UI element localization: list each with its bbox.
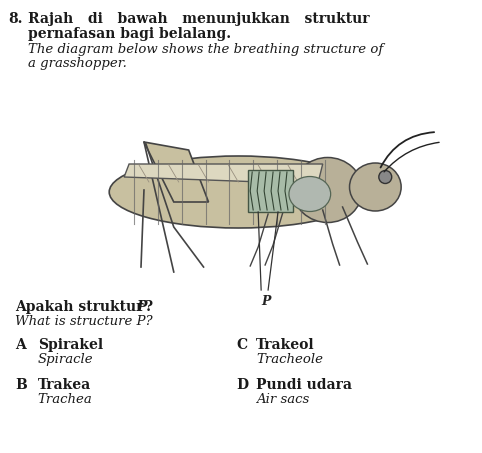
Text: The diagram below shows the breathing structure of: The diagram below shows the breathing st… (28, 43, 383, 56)
Text: Rajah   di   bawah   menunjukkan   struktur: Rajah di bawah menunjukkan struktur (28, 12, 369, 26)
Text: pernafasan bagi belalang.: pernafasan bagi belalang. (28, 27, 231, 41)
Text: What is structure P?: What is structure P? (15, 315, 152, 328)
Ellipse shape (349, 163, 401, 211)
Text: ?: ? (144, 300, 152, 314)
Text: P: P (261, 295, 271, 308)
Text: a grasshopper.: a grasshopper. (28, 57, 127, 70)
Polygon shape (144, 142, 209, 202)
Ellipse shape (289, 177, 331, 212)
Text: 8.: 8. (8, 12, 23, 26)
Text: Apakah struktur: Apakah struktur (15, 300, 148, 314)
Text: C: C (236, 338, 247, 352)
Ellipse shape (109, 156, 367, 228)
Ellipse shape (293, 158, 362, 222)
Text: P: P (136, 300, 147, 314)
Text: Trakeol: Trakeol (256, 338, 315, 352)
Text: Trachea: Trachea (38, 393, 93, 406)
Text: B: B (15, 378, 27, 392)
Polygon shape (124, 164, 323, 184)
Text: Air sacs: Air sacs (256, 393, 309, 406)
FancyBboxPatch shape (248, 170, 293, 212)
Text: Trakea: Trakea (38, 378, 91, 392)
Text: A: A (15, 338, 26, 352)
Text: Spirakel: Spirakel (38, 338, 103, 352)
Text: Pundi udara: Pundi udara (256, 378, 352, 392)
Text: Spiracle: Spiracle (38, 353, 94, 366)
Text: Tracheole: Tracheole (256, 353, 323, 366)
Text: D: D (236, 378, 248, 392)
Ellipse shape (379, 170, 392, 183)
